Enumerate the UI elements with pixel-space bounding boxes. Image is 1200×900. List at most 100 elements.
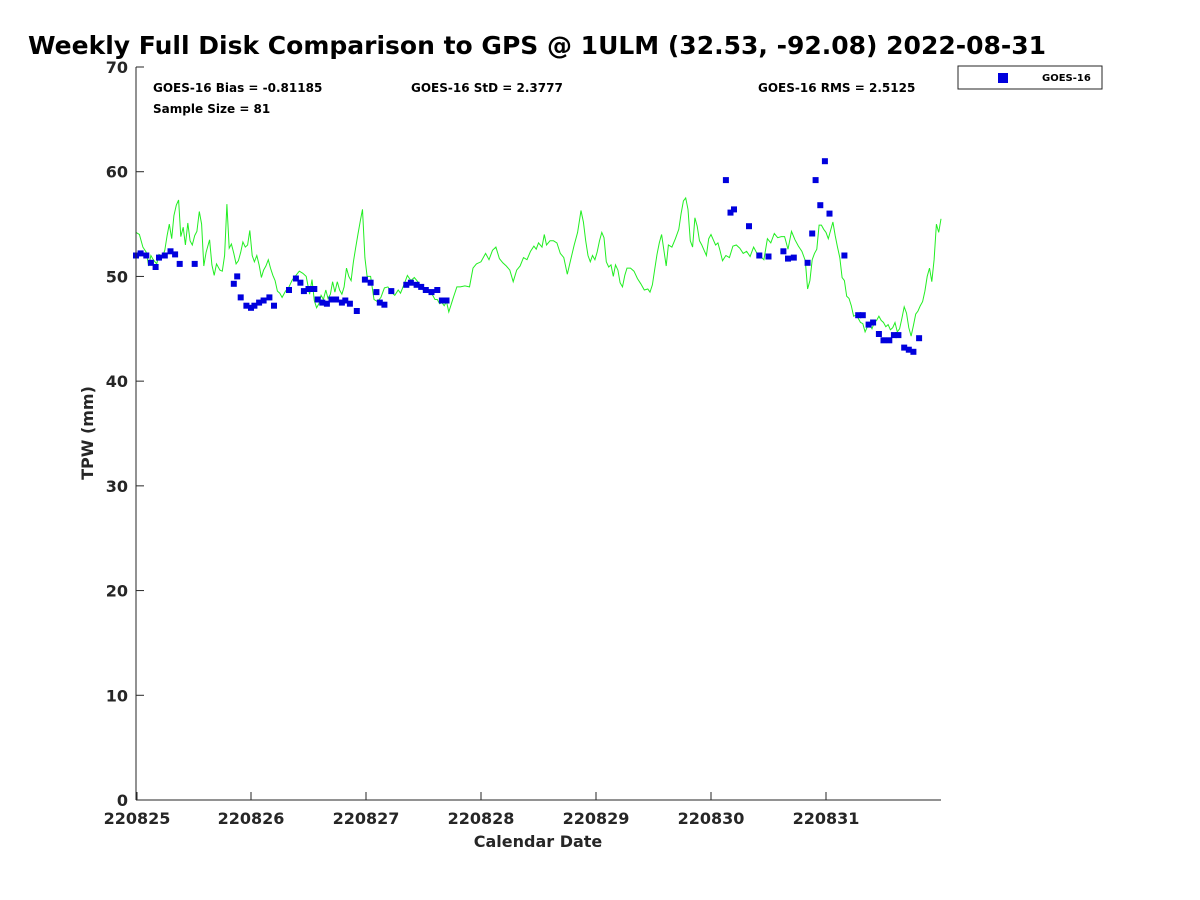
y-tick-label: 10 [106, 686, 128, 705]
goes16-point [376, 299, 383, 306]
y-tick-label: 60 [106, 163, 128, 182]
chart-title: Weekly Full Disk Comparison to GPS @ 1UL… [28, 31, 1046, 60]
y-tick-label: 70 [106, 58, 128, 77]
goes16-point [895, 332, 902, 339]
goes16-point [722, 177, 729, 184]
goes16-point [328, 296, 335, 303]
x-tick-label: 220828 [448, 809, 515, 828]
goes16-point [323, 300, 330, 307]
goes16-point [875, 331, 882, 337]
goes16-point [428, 289, 435, 296]
x-tick-label: 220831 [793, 809, 860, 828]
goes16-point [905, 346, 912, 353]
std-stat: GOES-16 StD = 2.3777 [411, 81, 563, 95]
goes16-point [812, 177, 819, 184]
goes16-point [388, 288, 395, 295]
x-tick-label: 220826 [218, 809, 285, 828]
goes16-point [137, 250, 144, 257]
goes16-point [785, 255, 791, 262]
x-tick-label: 220830 [678, 809, 745, 828]
goes16-point [809, 230, 816, 237]
goes16-point [780, 248, 787, 255]
goes16-point [161, 252, 168, 259]
goes16-point [147, 259, 154, 266]
goes16-point [156, 254, 162, 261]
goes16-point [407, 279, 414, 286]
goes16-point [243, 302, 250, 309]
sample-size-stat: Sample Size = 81 [153, 102, 270, 116]
goes16-point [333, 296, 340, 303]
goes16-point [342, 297, 349, 304]
goes16-point [346, 300, 353, 307]
x-tick-label: 220829 [563, 809, 630, 828]
goes16-point [361, 276, 368, 283]
goes16-point [172, 251, 179, 258]
goes16-point [865, 321, 872, 328]
goes16-point [251, 302, 258, 309]
goes16-point [314, 296, 321, 303]
goes16-point [443, 297, 450, 304]
goes16-point [286, 287, 292, 293]
goes16-point [338, 299, 345, 306]
goes16-point [727, 209, 734, 216]
goes16-point [413, 281, 420, 288]
goes16-point [311, 286, 318, 292]
goes16-point [248, 304, 254, 311]
goes16-point [292, 275, 299, 282]
x-tick-label: 220827 [333, 809, 400, 828]
goes16-point [191, 260, 198, 267]
goes16-point [746, 223, 752, 230]
y-axis-label: TPW (mm) [78, 386, 97, 480]
goes16-point [234, 273, 241, 280]
legend-box [957, 65, 1103, 90]
goes16-point [373, 289, 380, 296]
goes16-point [271, 302, 277, 309]
goes16-point [297, 279, 304, 286]
plot-area [136, 67, 941, 800]
goes16-point [237, 294, 244, 301]
y-tick-label: 20 [106, 582, 128, 601]
y-tick-label: 30 [106, 477, 128, 496]
goes16-point [418, 283, 425, 290]
goes16-point [859, 312, 866, 319]
goes16-point [765, 253, 772, 260]
goes16-point [821, 158, 828, 165]
goes16-point [367, 279, 374, 286]
goes16-point [167, 248, 174, 255]
goes16-point [300, 288, 307, 295]
goes16-point [438, 297, 445, 304]
goes16-point [731, 206, 737, 213]
x-axis-label: Calendar Date [474, 832, 603, 851]
gps-series [135, 196, 942, 337]
legend-label-goes16: GOES-16 [1042, 73, 1091, 84]
goes16-point [403, 281, 410, 288]
x-tick-label: 220825 [104, 809, 171, 828]
goes16-point [804, 259, 811, 266]
y-tick-label: 0 [117, 791, 128, 810]
goes16-point [266, 294, 273, 301]
y-tick-label: 50 [106, 267, 128, 286]
goes16-point [910, 348, 917, 355]
goes16-point [890, 332, 897, 339]
y-axis-ticks: 0 10 20 30 40 50 60 70 [106, 58, 144, 810]
goes16-point [143, 252, 150, 259]
goes16-point [305, 286, 312, 292]
legend-marker-goes16 [998, 73, 1008, 83]
goes16-point [176, 260, 183, 267]
goes16-point [790, 254, 797, 261]
goes16-point [230, 280, 237, 287]
goes16-point [826, 210, 833, 217]
goes16-point [886, 337, 893, 344]
goes16-point [901, 344, 908, 351]
goes16-point [381, 301, 388, 308]
goes16-point [916, 335, 923, 342]
goes16-point [256, 299, 263, 306]
legend: GOES-16 [957, 65, 1103, 90]
goes16-point [353, 308, 360, 314]
goes16-point [756, 252, 763, 259]
goes16-point [319, 299, 326, 306]
goes16-series [133, 158, 923, 355]
goes16-point [855, 312, 862, 319]
goes16-point [152, 264, 159, 270]
